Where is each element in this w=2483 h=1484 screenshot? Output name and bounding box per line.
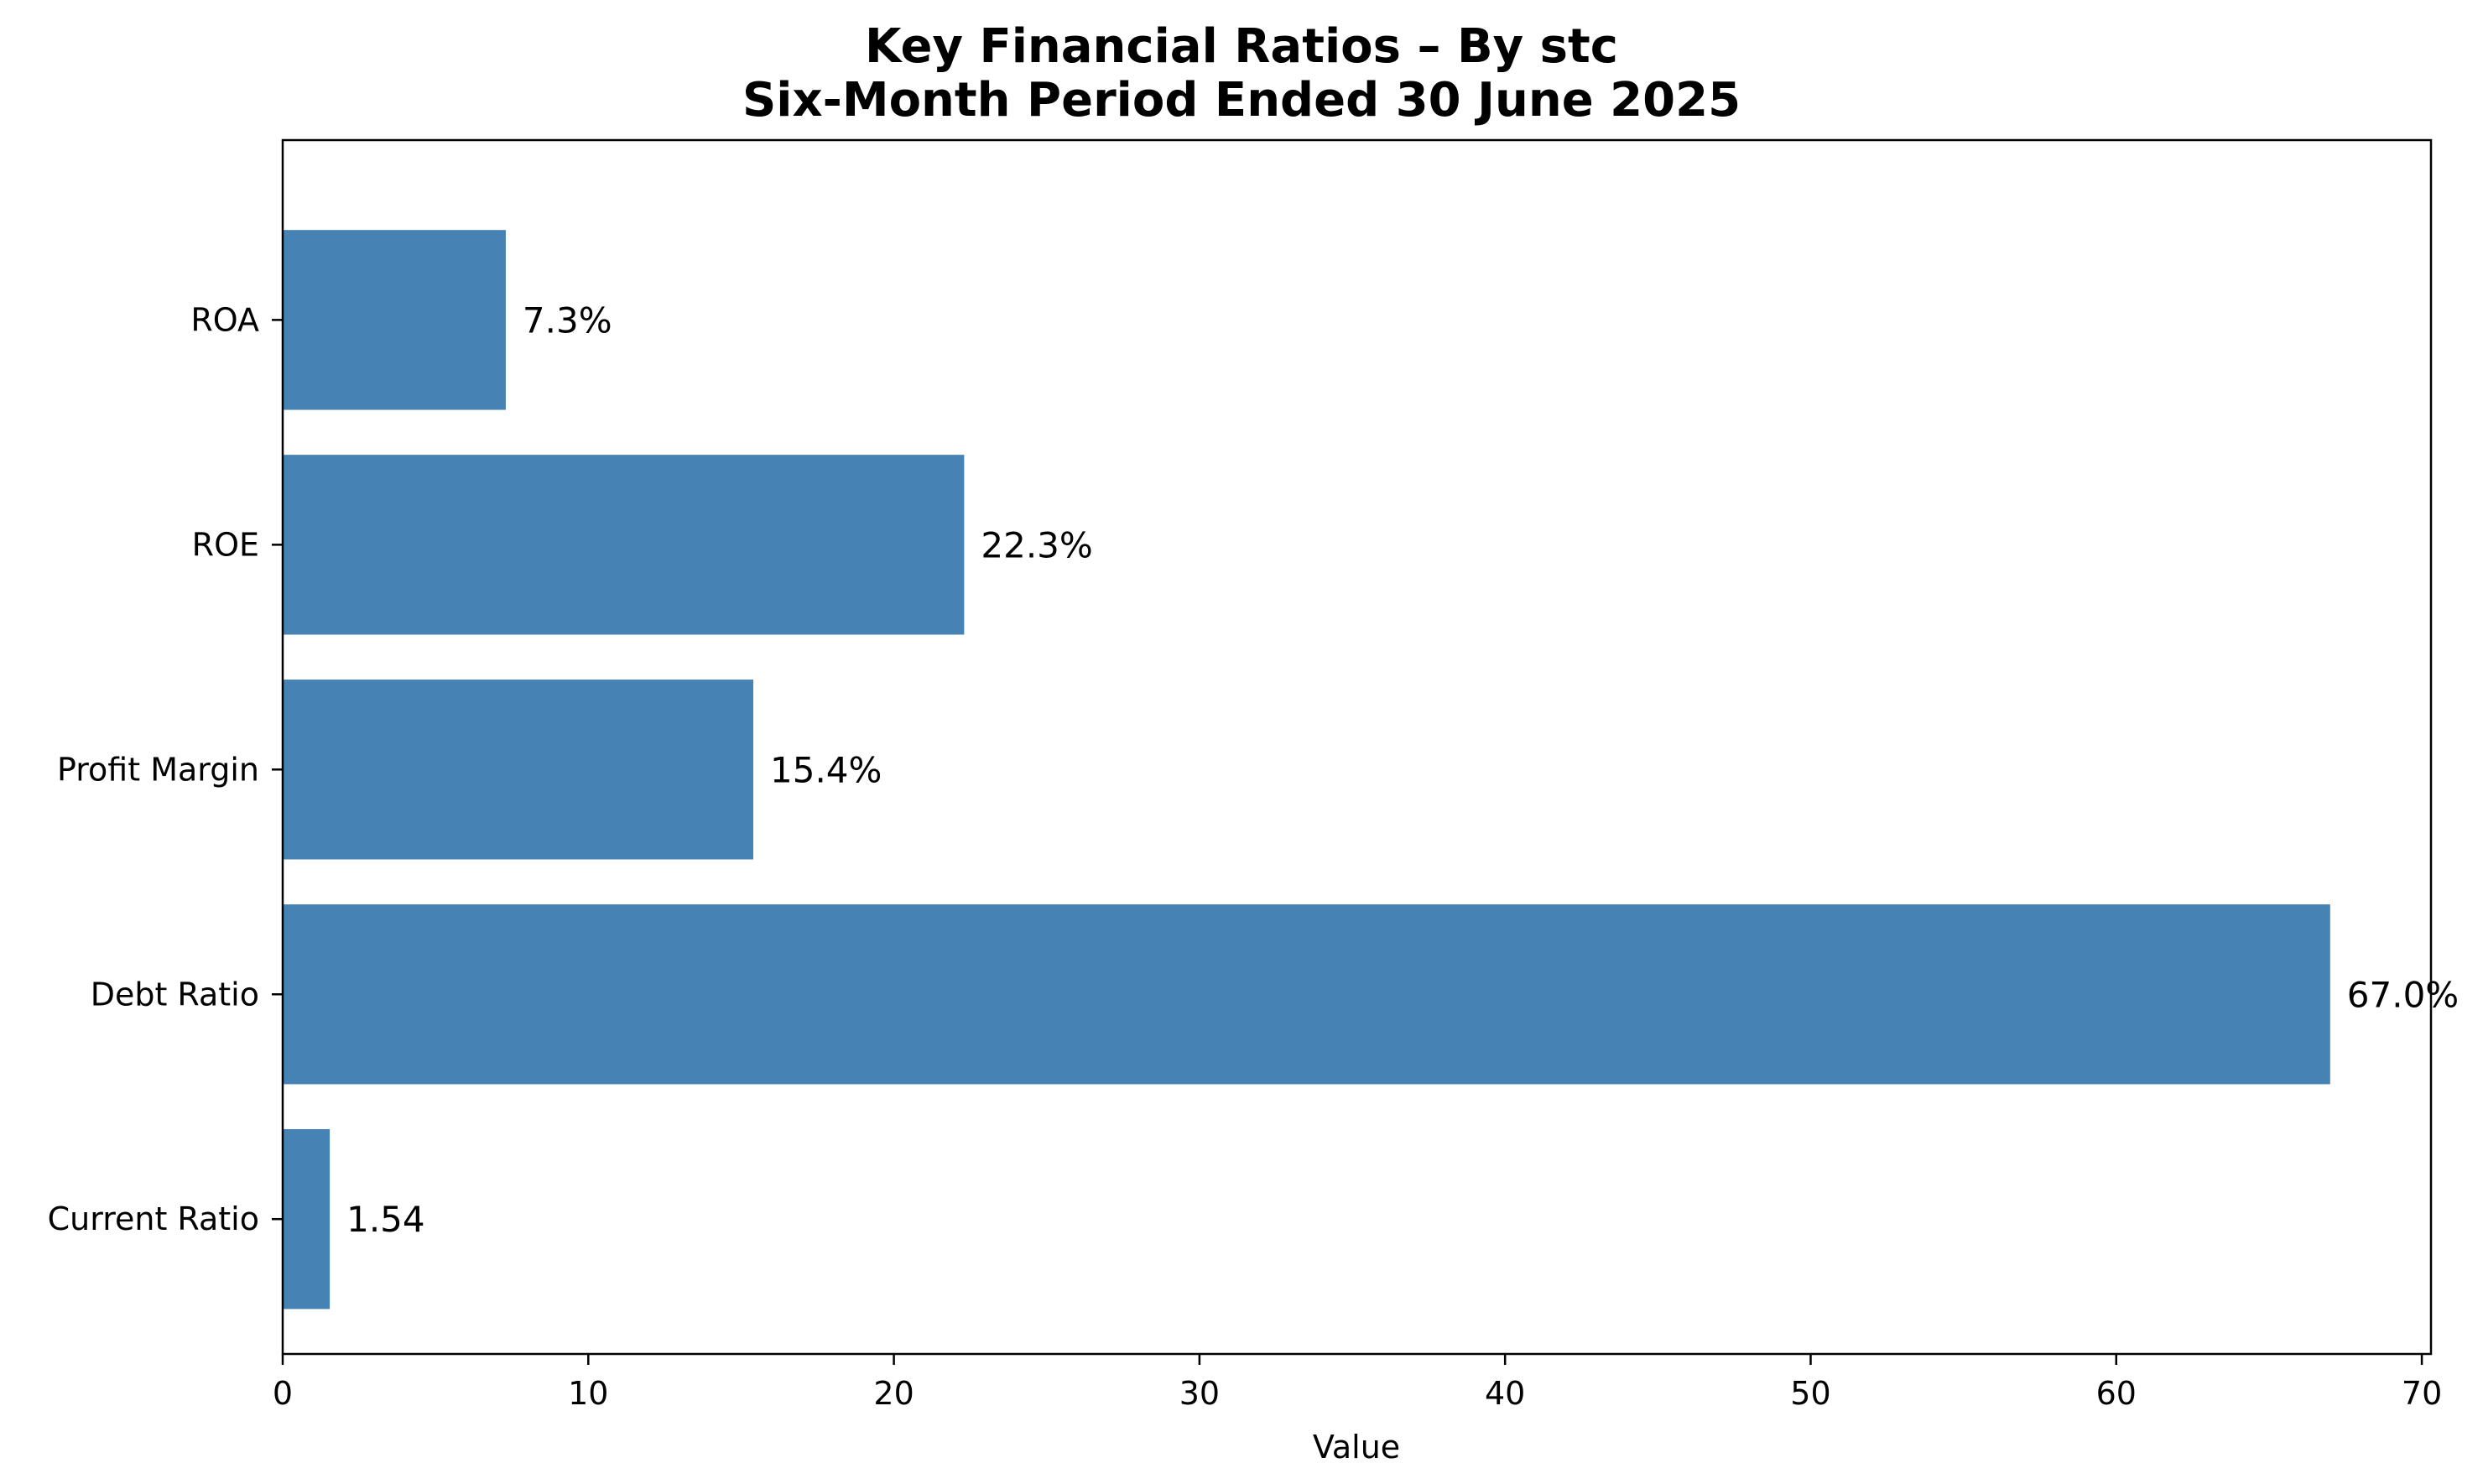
chart-subtitle: Six-Month Period Ended 30 June 2025 [742,73,1741,128]
bar-debt-ratio [283,904,2330,1085]
chart-title: Key Financial Ratios – By stc [865,19,1618,74]
x-tick-label-10: 10 [568,1375,608,1412]
data-labels-group: 1.54 67.0% 15.4% 22.3% 7.3% [346,299,2459,1240]
y-tick-label-current-ratio: Current Ratio [48,1200,259,1237]
x-tick-label-30: 30 [1179,1375,1220,1412]
data-label-debt-ratio: 67.0% [2347,974,2459,1015]
y-tick-label-roe: ROE [192,526,259,563]
data-label-roe: 22.3% [981,524,1092,565]
x-tick-label-70: 70 [2402,1375,2442,1412]
plot-frame [281,138,2433,1356]
data-label-profit-margin: 15.4% [770,749,882,790]
x-tick-label-50: 50 [1790,1375,1830,1412]
bar-roe [283,455,965,635]
bar-current-ratio [283,1129,331,1310]
y-tick-label-debt-ratio: Debt Ratio [91,976,259,1013]
x-tick-label-40: 40 [1485,1375,1525,1412]
bar-roa [283,230,506,410]
y-axis-ticks: Current Ratio Debt Ratio Profit Margin ROE R… [48,301,283,1237]
data-label-current-ratio: 1.54 [346,1199,425,1240]
y-tick-label-roa: ROA [190,301,259,338]
x-tick-label-20: 20 [873,1375,914,1412]
x-tick-label-60: 60 [2096,1375,2137,1412]
bar-profit-margin [283,680,754,860]
data-label-roa: 7.3% [523,299,612,341]
x-tick-label-0: 0 [273,1375,293,1412]
bars-group [283,230,2330,1310]
x-axis-ticks: 0 10 20 30 40 50 60 70 [273,1354,2442,1412]
y-tick-label-profit-margin: Profit Margin [57,751,259,788]
x-axis-label: Value [1313,1429,1400,1466]
